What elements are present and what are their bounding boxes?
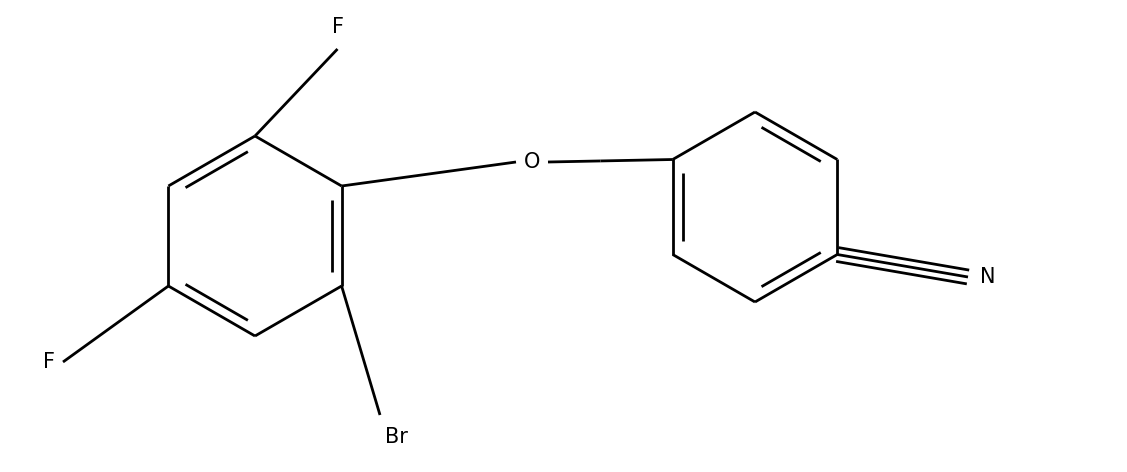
Text: N: N: [980, 267, 995, 287]
Text: F: F: [43, 352, 55, 372]
Text: F: F: [331, 17, 344, 37]
Text: O: O: [524, 152, 540, 172]
Text: Br: Br: [385, 427, 408, 447]
